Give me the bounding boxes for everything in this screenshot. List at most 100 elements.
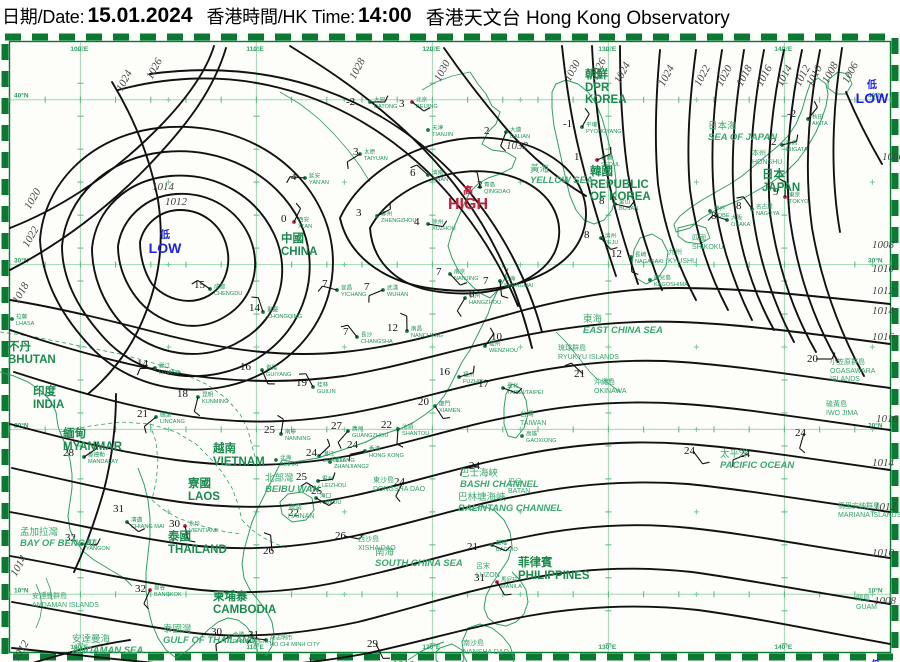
station-name-cn: 馬尼拉	[501, 576, 518, 584]
country-label-cn: 朝鮮	[585, 67, 608, 81]
station-name-en: GUILIN	[317, 389, 336, 395]
station-temperature: 12	[387, 322, 398, 334]
station-name-en: JEJU	[605, 240, 618, 246]
station-temperature: 16	[439, 366, 451, 378]
station-name-en: AKITA	[812, 121, 828, 127]
country-label-cn: 日本	[762, 167, 785, 181]
station-name-cn: 武漢	[387, 284, 399, 292]
station-name-cn: 東京	[789, 191, 801, 199]
lon-label: 110°E	[246, 45, 264, 53]
station-name-en: LIJIANG	[159, 370, 180, 376]
station-name-en: CHONGQING	[267, 314, 302, 320]
observation-temperature: 24	[469, 460, 481, 472]
country-label-cn: 韓國	[590, 164, 613, 178]
station-name-cn: 北海	[280, 454, 292, 462]
island-label-cn: 沖繩島	[594, 377, 615, 386]
station-name-cn: 太原	[364, 148, 376, 156]
island-label-cn: 九州	[668, 247, 682, 256]
station-temperature: 31	[113, 503, 124, 515]
station-temperature: 31	[474, 572, 485, 584]
island-label-en: KYUSHU	[668, 258, 697, 265]
ocean-observation: 24	[460, 460, 481, 476]
station-temperature: 25	[264, 424, 276, 436]
station-temperature: 12	[611, 248, 622, 260]
island-label-cn: 巴旦	[508, 478, 522, 486]
sea-label-cn: 日本海	[708, 120, 737, 132]
lat-label: 30°N	[14, 257, 29, 265]
country-label-cn: 緬甸	[63, 426, 86, 440]
station-name-en: GUIYANG	[266, 372, 291, 378]
station-name-cn: 拉薩	[16, 313, 28, 321]
sea-label-cn: 孟加拉灣	[20, 526, 59, 538]
sea-label-en: PACIFIC OCEAN	[720, 460, 795, 471]
pressure-centre-label-en: LOW	[856, 90, 889, 106]
lat-label: 40°N	[14, 92, 29, 100]
sea-label-en: YELLOW SEA	[530, 175, 593, 186]
country-label-cn: 不丹	[8, 340, 31, 353]
island-label-en: HONSHU	[752, 159, 782, 166]
station-name-en: LHASA	[16, 321, 35, 327]
station-temperature: 3	[399, 98, 405, 110]
station-name-cn: 香港	[369, 445, 381, 453]
station-name-en: NAGOYA	[756, 211, 780, 217]
station-name-en: TOKYO	[789, 199, 809, 205]
station-name-cn: 麗江	[159, 363, 171, 370]
station-name-cn: 廣州	[352, 425, 363, 433]
country-label-en: LAOS	[188, 491, 220, 503]
station-name-cn: 重慶	[267, 306, 279, 314]
weather-map[interactable]: 40°N 40°N 30°N 30°N 20°N 20°N 10°N 10°N 100°E 100…	[0, 32, 900, 662]
station-name-en: BEIHAI	[280, 462, 299, 468]
country-label-en: PHILIPPINES	[518, 570, 590, 582]
ocean-observation: 24	[684, 445, 710, 465]
station-temperature: 21	[467, 541, 478, 553]
island-label-en: SHIKOKU	[692, 244, 724, 251]
sea-label-en: BALINTANG CHANNEL	[458, 503, 563, 514]
station-name-en: KUNMING	[202, 399, 228, 405]
island-label-en: OKINAWA	[594, 388, 627, 395]
station-temperature: 32	[135, 583, 146, 595]
isobar-label: 1014	[152, 181, 175, 193]
country-label-cn: 越南	[212, 441, 236, 455]
station-temperature: 3	[356, 207, 362, 219]
island-label-cn: 琉球群島	[558, 343, 586, 352]
station-name-en: HAIKOU	[320, 500, 341, 506]
station-temperature: 7	[343, 326, 349, 338]
station-name-en: PHNOM PENH	[233, 639, 271, 645]
station-name-en: HONG KONG	[369, 453, 404, 459]
station-name-cn: 湛江	[334, 457, 346, 464]
observation-temperature: 29	[367, 638, 379, 650]
island-label-en: LUZON	[476, 572, 500, 579]
ocean-observation: 21	[564, 362, 585, 380]
isobar-label: 1012	[165, 196, 188, 208]
station-name-en: YICHANG	[341, 292, 367, 298]
station-temperature: 0	[281, 213, 287, 225]
country-label-en: OF KOREA	[590, 191, 651, 203]
country-label-en: REPUBLIC	[590, 179, 649, 191]
lat-label: 10°N	[868, 586, 883, 594]
isobar-label: 1016	[876, 413, 899, 425]
station-name-cn: 南昌	[411, 325, 422, 333]
station-temperature: 3	[353, 146, 359, 158]
station-name-cn: 北京	[416, 96, 428, 104]
isobar-label: 1022	[20, 224, 42, 249]
sea-label-cn: 北部灣	[265, 472, 294, 484]
